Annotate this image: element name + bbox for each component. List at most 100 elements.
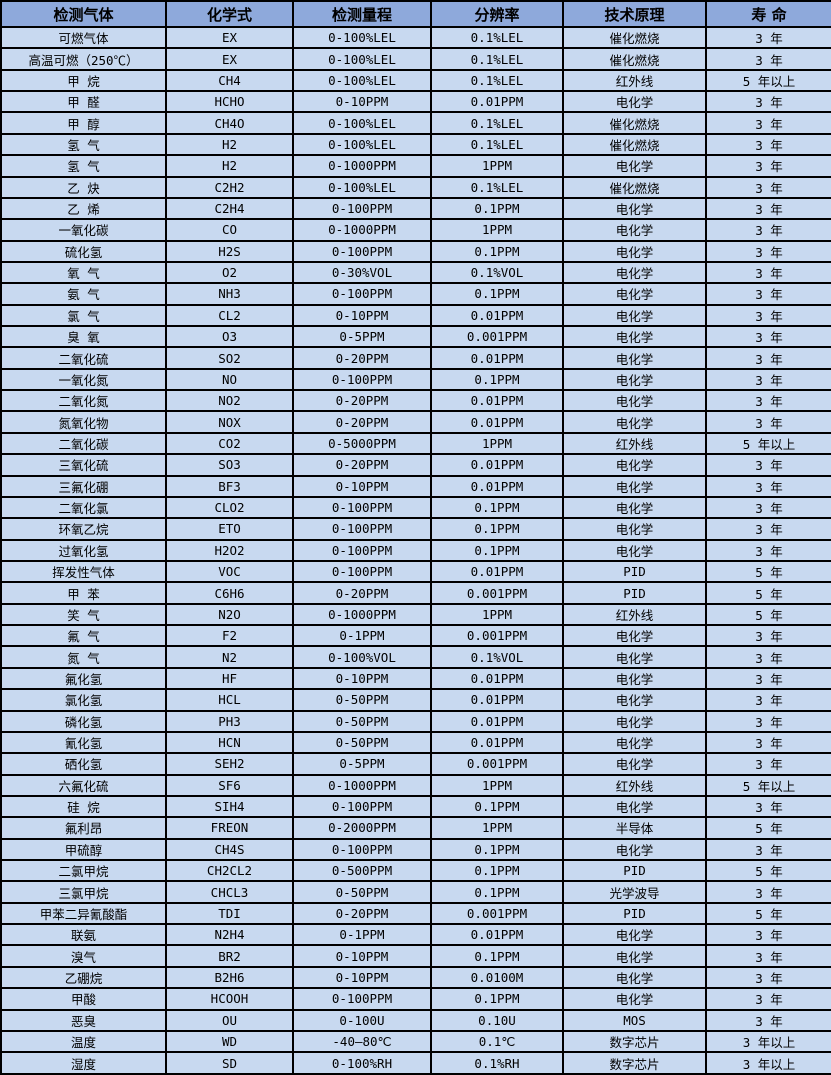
table-row: 二氧化氯 CLO2 0-100PPM 0.1PPM 电化学 3 年 <box>0 495 831 520</box>
cell-range: 0-5PPM <box>292 752 432 776</box>
cell-lifespan: 3 年 <box>705 645 831 669</box>
cell-gas: 挥发性气体 <box>0 559 167 584</box>
cell-resolution: 0.01PPM <box>430 730 564 755</box>
cell-principle: 电化学 <box>562 282 707 306</box>
cell-lifespan: 3 年 <box>705 987 831 1011</box>
table-row: 高温可燃（250℃） EX 0-100%LEL 0.1%LEL 催化燃烧 3 年 <box>0 47 831 71</box>
cell-principle: 电化学 <box>562 367 707 392</box>
table-row: 甲 醛 HCHO 0-10PPM 0.01PPM 电化学 3 年 <box>0 90 831 114</box>
cell-gas: 甲硫醇 <box>0 837 167 862</box>
table-row: 甲酸 HCOOH 0-100PPM 0.1PPM 电化学 3 年 <box>0 987 831 1011</box>
cell-gas: 一氧化碳 <box>0 218 167 242</box>
cell-principle: 电化学 <box>562 794 707 819</box>
cell-lifespan: 3 年 <box>705 325 831 349</box>
cell-lifespan: 3 年 <box>705 709 831 733</box>
cell-formula: H2O2 <box>165 538 294 563</box>
table-row: 甲硫醇 CH4S 0-100PPM 0.1PPM 电化学 3 年 <box>0 837 831 862</box>
cell-lifespan: 3 年 <box>705 410 831 434</box>
cell-resolution: 0.01PPM <box>430 346 564 370</box>
cell-principle: 电化学 <box>562 495 707 520</box>
cell-range: 0-1000PPM <box>292 773 432 797</box>
cell-formula: SO3 <box>165 453 294 477</box>
table-row: 臭 氧 O3 0-5PPM 0.001PPM 电化学 3 年 <box>0 325 831 349</box>
cell-lifespan: 5 年 <box>705 901 831 926</box>
cell-range: -40—80℃ <box>292 1029 432 1054</box>
cell-principle: 催化燃烧 <box>562 132 707 157</box>
cell-range: 0-100PPM <box>292 239 432 263</box>
cell-gas: 乙 炔 <box>0 175 167 199</box>
cell-range: 0-10PPM <box>292 944 432 968</box>
cell-resolution: 0.1%LEL <box>430 47 564 71</box>
cell-range: 0-20PPM <box>292 453 432 477</box>
cell-principle: 红外线 <box>562 68 707 93</box>
table-row: 氟 气 F2 0-1PPM 0.001PPM 电化学 3 年 <box>0 624 831 648</box>
table-row: 氢 气 H2 0-1000PPM 1PPM 电化学 3 年 <box>0 154 831 178</box>
table-row: 三氯甲烷 CHCL3 0-50PPM 0.1PPM 光学波导 3 年 <box>0 880 831 904</box>
cell-gas: 甲 苯 <box>0 581 167 605</box>
cell-range: 0-50PPM <box>292 880 432 904</box>
cell-principle: PID <box>562 901 707 926</box>
cell-formula: CH2CL2 <box>165 858 294 883</box>
cell-principle: 半导体 <box>562 816 707 840</box>
cell-resolution: 0.01PPM <box>430 453 564 477</box>
cell-principle: 电化学 <box>562 987 707 1011</box>
cell-principle: 电化学 <box>562 239 707 263</box>
cell-formula: C6H6 <box>165 581 294 605</box>
table-row: 溴气 BR2 0-10PPM 0.1PPM 电化学 3 年 <box>0 944 831 968</box>
cell-resolution: 0.1PPM <box>430 495 564 520</box>
cell-lifespan: 5 年以上 <box>705 431 831 456</box>
table-row: 氮氧化物 NOX 0-20PPM 0.01PPM 电化学 3 年 <box>0 410 831 434</box>
cell-lifespan: 3 年 <box>705 218 831 242</box>
cell-lifespan: 3 年以上 <box>705 1051 831 1075</box>
cell-resolution: 0.1PPM <box>430 538 564 563</box>
cell-formula: FREON <box>165 816 294 840</box>
cell-lifespan: 5 年 <box>705 581 831 605</box>
cell-gas: 甲 醇 <box>0 111 167 135</box>
cell-gas: 溴气 <box>0 944 167 968</box>
table-row: 环氧乙烷 ETO 0-100PPM 0.1PPM 电化学 3 年 <box>0 517 831 541</box>
table-row: 甲 烷 CH4 0-100%LEL 0.1%LEL 红外线 5 年以上 <box>0 68 831 93</box>
cell-resolution: 0.01PPM <box>430 474 564 498</box>
cell-principle: 数字芯片 <box>562 1051 707 1075</box>
cell-lifespan: 3 年 <box>705 624 831 648</box>
cell-range: 0-100PPM <box>292 196 432 221</box>
cell-formula: SEH2 <box>165 752 294 776</box>
cell-formula: CH4 <box>165 68 294 93</box>
cell-range: 0-100PPM <box>292 559 432 584</box>
table-header: 检测气体 化学式 检测量程 分辨率 技术原理寿 命 <box>0 0 831 28</box>
cell-formula: N2H4 <box>165 923 294 947</box>
cell-range: 0-5PPM <box>292 325 432 349</box>
table-row: 乙硼烷 B2H6 0-10PPM 0.0100M 电化学 3 年 <box>0 965 831 990</box>
cell-gas: 硒化氢 <box>0 752 167 776</box>
cell-lifespan: 3 年 <box>705 282 831 306</box>
cell-formula: EX <box>165 47 294 71</box>
cell-range: 0-100U <box>292 1008 432 1032</box>
cell-principle: 电化学 <box>562 90 707 114</box>
cell-lifespan: 3 年 <box>705 752 831 776</box>
cell-principle: 电化学 <box>562 517 707 541</box>
cell-lifespan: 3 年 <box>705 688 831 712</box>
cell-gas: 甲 醛 <box>0 90 167 114</box>
table-row: 乙 烯 C2H4 0-100PPM 0.1PPM 电化学 3 年 <box>0 196 831 221</box>
cell-range: 0-1PPM <box>292 923 432 947</box>
cell-gas: 高温可燃（250℃） <box>0 47 167 71</box>
cell-resolution: 0.01PPM <box>430 923 564 947</box>
cell-range: 0-10PPM <box>292 303 432 328</box>
table-row: 一氧化氮 NO 0-100PPM 0.1PPM 电化学 3 年 <box>0 367 831 392</box>
cell-formula: CO <box>165 218 294 242</box>
cell-principle: 电化学 <box>562 453 707 477</box>
cell-principle: MOS <box>562 1008 707 1032</box>
cell-formula: H2 <box>165 132 294 157</box>
cell-principle: 电化学 <box>562 154 707 178</box>
cell-principle: PID <box>562 581 707 605</box>
cell-resolution: 0.001PPM <box>430 581 564 605</box>
cell-formula: OU <box>165 1008 294 1032</box>
cell-lifespan: 3 年 <box>705 965 831 990</box>
cell-range: 0-10PPM <box>292 90 432 114</box>
cell-principle: 电化学 <box>562 837 707 862</box>
table-row: 温度 WD -40—80℃ 0.1℃ 数字芯片 3 年以上 <box>0 1029 831 1054</box>
cell-principle: 电化学 <box>562 389 707 413</box>
cell-principle: 电化学 <box>562 325 707 349</box>
cell-resolution: 0.1PPM <box>430 239 564 263</box>
cell-lifespan: 3 年 <box>705 923 831 947</box>
